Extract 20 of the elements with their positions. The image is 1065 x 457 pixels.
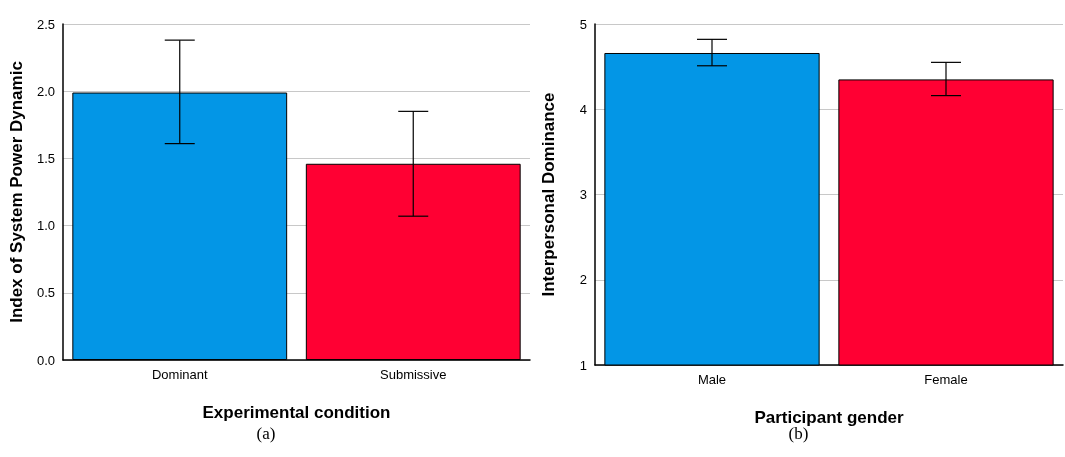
- y-tick-label: 3: [579, 187, 587, 202]
- x-axis-title: Participant gender: [754, 408, 905, 427]
- x-tick-label: Dominant: [151, 367, 208, 382]
- x-axis-title: Experimental condition: [202, 403, 391, 422]
- y-tick-label: 4: [579, 101, 587, 117]
- y-tick-label: 2: [579, 272, 587, 288]
- y-tick-label: 2.5: [36, 16, 55, 32]
- y-tick-label: 0.0: [36, 352, 55, 368]
- text: (a): [256, 424, 276, 443]
- y-axis-title: Index of System Power Dynamic: [7, 61, 26, 323]
- y-tick-label: 2.0: [36, 83, 55, 99]
- y-tick-label: 1: [579, 357, 587, 373]
- x-tick-label: Submissive: [380, 367, 447, 382]
- x-tick-label: Female: [924, 372, 968, 387]
- y-tick-label: 5: [579, 16, 587, 32]
- y-axis-title: Interpersonal Dominance: [539, 92, 558, 297]
- y-tick-label: 1.0: [36, 218, 55, 234]
- y-tick-label: 1.5: [36, 150, 55, 166]
- y-tick-label: 0.5: [36, 285, 55, 301]
- x-tick-label: Male: [697, 372, 727, 387]
